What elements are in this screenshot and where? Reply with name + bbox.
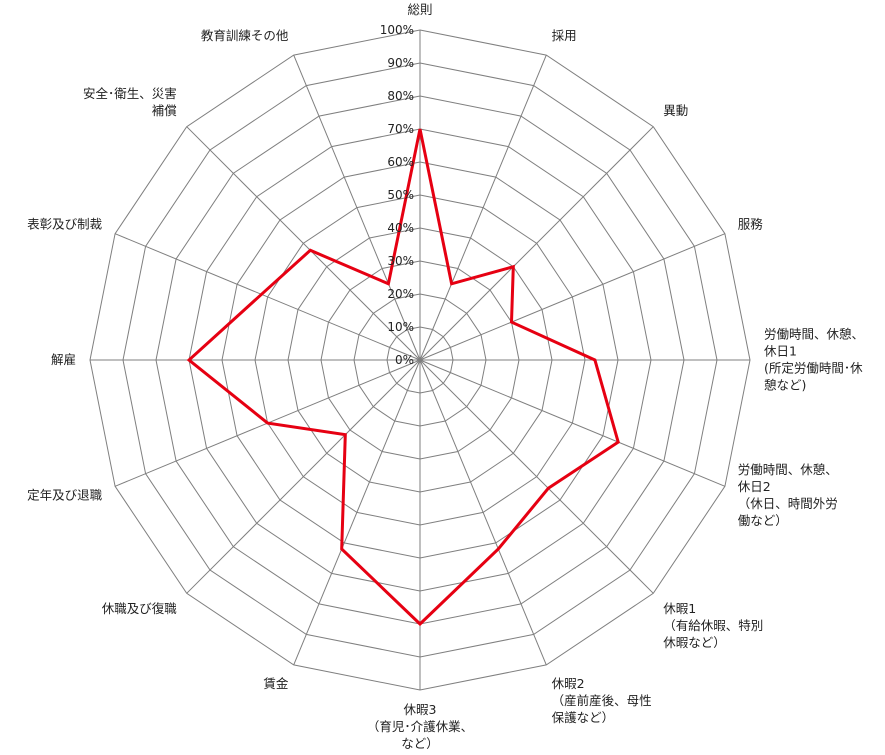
tick-label: 50% (387, 188, 414, 202)
tick-label: 30% (387, 254, 414, 268)
category-label: 労働時間、休憩、休日2 （休日、時間外労働など） (738, 462, 838, 528)
grid-spoke (419, 359, 547, 666)
tick-label: 80% (387, 89, 414, 103)
radial-tick-labels: 0% 10% 20% 30% 40% 50% 60% 70% 80% 90% 100% (380, 23, 414, 367)
category-label: 教育訓練その他 (201, 28, 289, 43)
grid-spoke (419, 126, 654, 361)
category-label: 採用 (552, 28, 577, 43)
grid-spoke (293, 359, 421, 666)
category-label: 安全･衛生、災害補償 (83, 86, 177, 118)
grid-spoke (419, 359, 654, 594)
category-label: 休暇1 （有給休暇、特別休暇など） (663, 601, 763, 650)
category-label: 定年及び退職 (27, 488, 103, 503)
tick-label: 60% (387, 155, 414, 169)
grid-spoke (419, 233, 726, 361)
category-label: 表彰及び制裁 (27, 217, 102, 232)
grid-spoke (419, 359, 726, 487)
tick-label: 40% (387, 221, 414, 235)
series-line (186, 128, 620, 627)
grid-spoke (419, 54, 547, 361)
grid-spoke (293, 54, 421, 361)
tick-label: 0% (395, 353, 414, 367)
category-label: 休暇3 （育児･介護休業、など） (367, 702, 473, 751)
category-label: 休職及び復職 (102, 601, 178, 616)
tick-label: 70% (387, 122, 414, 136)
radar-series (186, 128, 620, 627)
grid-spoke (186, 126, 421, 361)
radar-grid (89, 29, 751, 691)
category-label: 賃金 (263, 676, 289, 691)
category-label: 休暇2 （産前産後、母性保護など） (552, 676, 652, 725)
category-label: 解雇 (51, 352, 76, 367)
tick-label: 10% (387, 320, 414, 334)
category-label: 総則 (407, 2, 432, 17)
category-label: 異動 (663, 103, 688, 118)
category-label: 服務 (738, 217, 764, 232)
tick-label: 20% (387, 287, 414, 301)
grid-spoke (186, 359, 421, 594)
tick-label: 90% (387, 56, 414, 70)
category-label: 労働時間、休憩、休日1 (所定労働時間･休憩など) (764, 327, 864, 393)
grid-spoke (114, 233, 421, 361)
tick-label: 100% (380, 23, 414, 37)
